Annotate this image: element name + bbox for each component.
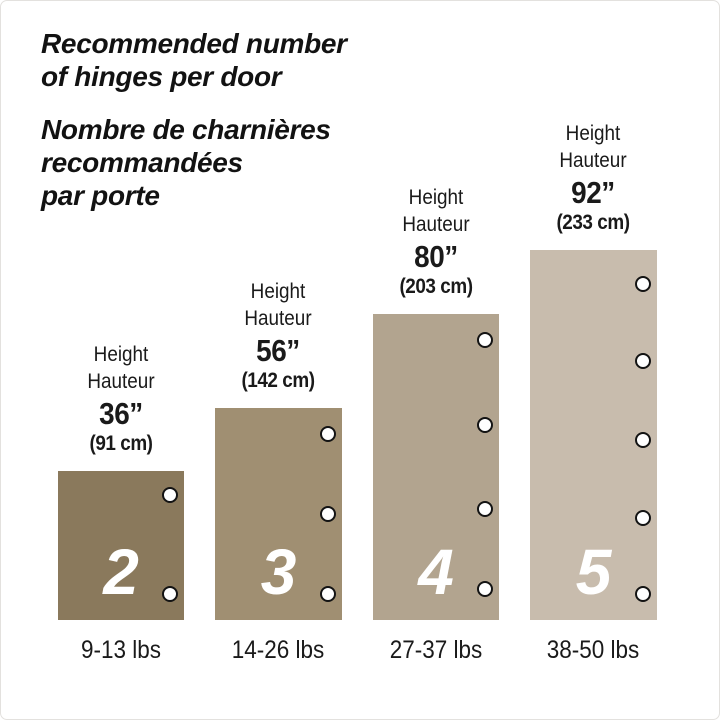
title-block: Recommended number of hinges per door No… xyxy=(41,27,347,212)
hinge-icon xyxy=(635,432,651,448)
hinge-icon xyxy=(320,586,336,602)
bar-height-label: Height Hauteur 80” (203 cm) xyxy=(337,184,535,300)
hinge-icon xyxy=(320,426,336,442)
door-bar: 2 xyxy=(58,471,184,620)
hinge-count: 2 xyxy=(103,536,139,608)
height-label-fr: Hauteur xyxy=(244,307,312,330)
height-inches: 36” xyxy=(99,396,143,431)
height-cm: (203 cm) xyxy=(399,275,473,298)
hinge-icon xyxy=(477,332,493,348)
weight-range-label: 27-37 lbs xyxy=(389,636,483,664)
hinge-icon xyxy=(477,417,493,433)
height-inches: 56” xyxy=(256,333,300,368)
bar-height-label: Height Hauteur 92” (233 cm) xyxy=(494,120,692,236)
door-bar: 4 xyxy=(373,314,499,620)
hinge-count: 3 xyxy=(260,536,297,608)
height-label-en: Height xyxy=(93,343,149,366)
height-label-fr: Hauteur xyxy=(87,370,155,393)
door-bar: 3 xyxy=(215,408,342,620)
bar-height-label: Height Hauteur 56” (142 cm) xyxy=(179,278,377,394)
hinge-icon xyxy=(635,353,651,369)
hinge-icon xyxy=(320,506,336,522)
hinge-icon xyxy=(162,586,178,602)
hinge-count: 5 xyxy=(575,536,612,608)
hinge-icon xyxy=(162,487,178,503)
page-title-fr-line1: Nombre de charnières xyxy=(41,114,331,145)
page-title-fr-line3: par porte xyxy=(41,180,160,211)
height-cm: (233 cm) xyxy=(556,211,630,234)
height-inches: 92” xyxy=(571,175,615,210)
hinge-icon xyxy=(477,501,493,517)
page-title-en-line2: of hinges per door xyxy=(41,61,282,92)
page-title-fr-line2: recommandées xyxy=(41,147,243,178)
height-label-fr: Hauteur xyxy=(402,213,470,236)
weight-range-label: 38-50 lbs xyxy=(546,636,640,664)
weight-range-label: 9-13 lbs xyxy=(80,636,162,664)
hinge-icon xyxy=(635,510,651,526)
height-cm: (142 cm) xyxy=(241,369,315,392)
door-bar: 5 xyxy=(530,250,657,620)
hinge-icon xyxy=(635,276,651,292)
hinge-icon xyxy=(477,581,493,597)
height-label-en: Height xyxy=(408,186,464,209)
height-label-en: Height xyxy=(565,122,621,145)
height-label-fr: Hauteur xyxy=(559,149,627,172)
bar-height-label: Height Hauteur 36” (91 cm) xyxy=(22,341,220,457)
hinge-icon xyxy=(635,586,651,602)
hinge-count: 4 xyxy=(418,536,454,608)
height-inches: 80” xyxy=(414,239,458,274)
page-title-en-line1: Recommended number xyxy=(41,28,347,59)
height-label-en: Height xyxy=(250,280,306,303)
height-cm: (91 cm) xyxy=(89,432,153,455)
weight-range-label: 14-26 lbs xyxy=(231,636,325,664)
